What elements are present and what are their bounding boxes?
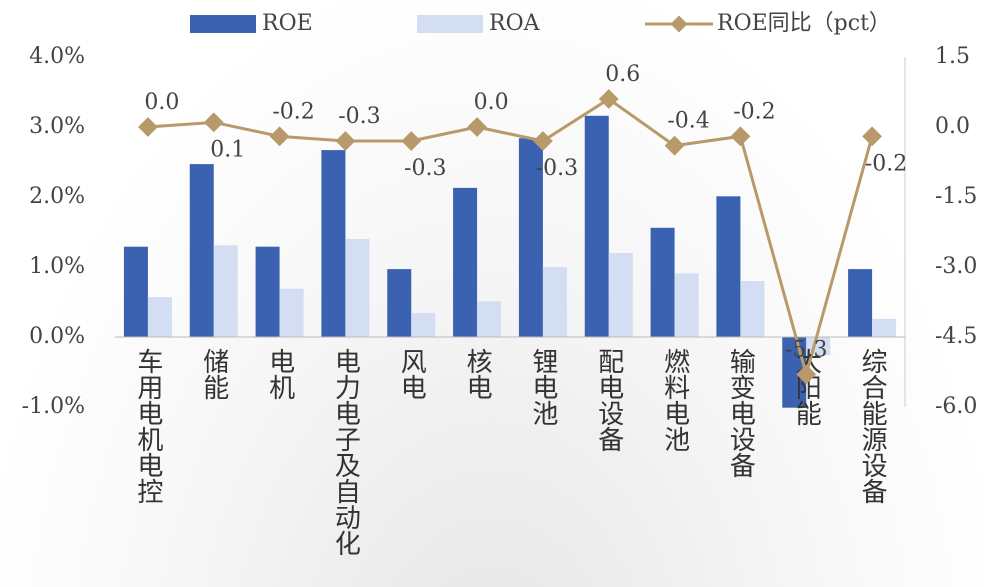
x-tick-label: 车用电机电控 xyxy=(133,348,163,504)
x-tick-label: 输变电设备 xyxy=(725,348,755,478)
legend-label: ROA xyxy=(489,11,541,36)
y-tick-label: 3.0% xyxy=(29,114,85,139)
x-tick-label: 核电 xyxy=(462,348,492,400)
marker xyxy=(664,135,685,156)
bar xyxy=(411,313,436,337)
bar xyxy=(321,150,346,337)
data-label: 0.6 xyxy=(605,62,640,87)
y-tick-label: -1.0% xyxy=(22,394,85,419)
x-tick-label: 综合能源设备 xyxy=(857,348,887,504)
x-tick-label: 锂电池 xyxy=(528,348,558,426)
data-label: -0.2 xyxy=(733,99,775,124)
bar xyxy=(650,227,675,337)
bar xyxy=(872,318,897,337)
marker xyxy=(598,89,619,109)
legend-label: ROE同比（pct） xyxy=(717,11,891,36)
marker xyxy=(269,126,290,147)
y2-tick-label: -4.5 xyxy=(935,324,977,349)
data-label: 0.1 xyxy=(210,137,245,162)
data-label: -0.3 xyxy=(404,156,446,181)
bar xyxy=(740,281,765,337)
bar xyxy=(542,267,567,337)
x-tick-label: 储能 xyxy=(199,348,229,400)
data-label: -5.3 xyxy=(785,337,827,362)
y-tick-label: 2.0% xyxy=(29,184,85,209)
bar xyxy=(453,187,478,337)
line xyxy=(147,97,874,380)
marker xyxy=(401,131,422,151)
x-tick-label: 电机 xyxy=(265,348,295,400)
bar xyxy=(518,138,543,337)
y-tick-label: 0.0% xyxy=(29,324,85,349)
bar xyxy=(123,246,148,337)
bar xyxy=(345,239,370,337)
marker xyxy=(862,126,882,147)
legend-swatch xyxy=(670,15,688,33)
bar xyxy=(608,253,633,337)
data-label: -0.2 xyxy=(272,99,314,124)
y2-tick-label: -1.5 xyxy=(935,184,977,209)
bar xyxy=(848,269,873,337)
bar xyxy=(674,273,699,337)
bar xyxy=(189,164,214,337)
y-tick-label: 4.0% xyxy=(29,44,85,69)
legend-swatch xyxy=(417,15,483,33)
marker xyxy=(730,126,751,147)
x-tick-label: 配电设备 xyxy=(594,348,624,452)
bar xyxy=(213,245,238,337)
x-tick-label: 风电 xyxy=(396,348,426,400)
marker xyxy=(203,112,224,133)
data-label: 0.0 xyxy=(474,90,509,115)
y-tick-label: 1.0% xyxy=(29,254,85,279)
bar xyxy=(387,269,412,337)
data-label: -0.3 xyxy=(338,104,380,129)
bar xyxy=(584,115,609,337)
data-label: -0.2 xyxy=(865,151,907,176)
marker xyxy=(796,364,817,385)
y2-tick-label: 1.5 xyxy=(935,44,970,69)
y2-tick-label: -3.0 xyxy=(935,254,977,279)
marker xyxy=(335,131,356,151)
legend-swatch xyxy=(190,15,256,33)
data-label: -0.4 xyxy=(667,109,709,134)
bar xyxy=(716,196,741,337)
y2-tick-label: -6.0 xyxy=(935,394,977,419)
bar xyxy=(477,301,502,337)
x-tick-label: 燃料电池 xyxy=(660,348,690,452)
data-label: 0.0 xyxy=(144,90,179,115)
y2-tick-label: 0.0 xyxy=(935,114,970,139)
bar xyxy=(279,288,304,337)
bar xyxy=(255,246,280,337)
bar xyxy=(147,297,172,337)
legend-label: ROE xyxy=(262,11,313,36)
x-tick-label: 电力电子及自动化 xyxy=(330,348,360,556)
marker xyxy=(138,117,158,137)
x-tick-label: 太阳能 xyxy=(791,348,821,426)
marker xyxy=(467,117,487,137)
data-label: -0.3 xyxy=(536,156,578,181)
